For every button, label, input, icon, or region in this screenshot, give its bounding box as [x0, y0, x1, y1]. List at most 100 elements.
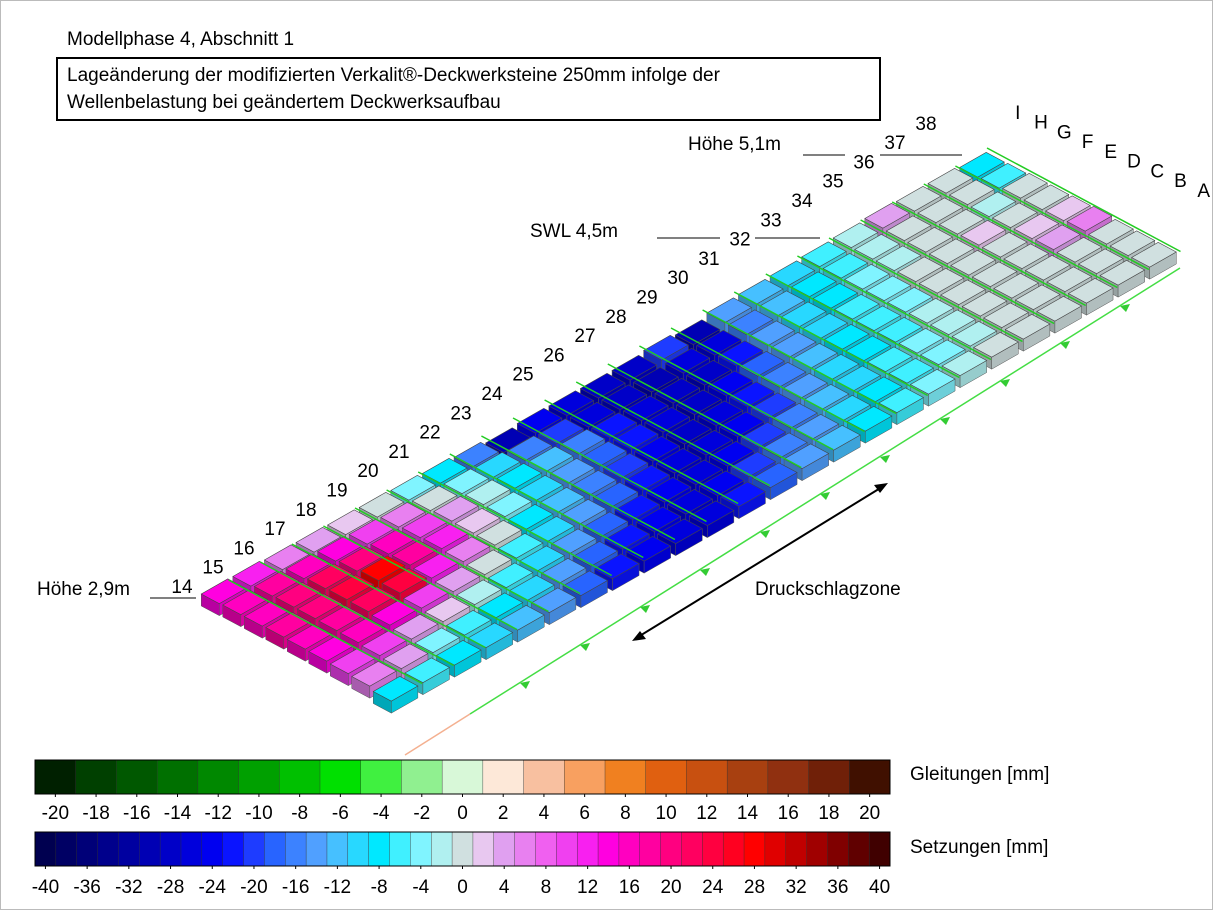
legend-swatch	[181, 832, 202, 866]
title-line: Lageänderung der modifizierten Verkalit®…	[67, 65, 721, 86]
legend-tick-label: -28	[157, 877, 184, 898]
row-label: 30	[667, 268, 688, 289]
legend-swatch	[640, 832, 661, 866]
row-label: 18	[295, 500, 316, 521]
legend-tick-label: 32	[786, 877, 807, 898]
legend-swatch	[160, 832, 181, 866]
row-label: 33	[760, 210, 781, 231]
legend-swatch	[279, 760, 320, 794]
level-label: Höhe 5,1m	[688, 134, 781, 155]
row-label: 16	[233, 538, 254, 559]
legend-tick-label: -6	[332, 803, 349, 824]
row-label: 14	[171, 577, 193, 598]
row-label: 19	[326, 481, 347, 502]
legend-swatch	[765, 832, 786, 866]
legend-swatch	[727, 760, 768, 794]
legend-swatch	[744, 832, 765, 866]
legend-swatch	[807, 832, 828, 866]
legend-tick-label: 8	[620, 803, 631, 824]
row-label: 35	[822, 172, 843, 193]
legend-tick-label: -4	[373, 803, 390, 824]
legend-tick-label: -10	[245, 803, 272, 824]
legend-tick-label: -18	[82, 803, 109, 824]
legend-swatch	[869, 832, 890, 866]
legend-swatch	[452, 832, 473, 866]
legend-swatch	[535, 832, 556, 866]
legend-swatch	[285, 832, 306, 866]
legend-tick-label: -16	[282, 877, 309, 898]
row-label: 28	[605, 307, 626, 328]
row-label: 17	[264, 519, 285, 540]
legend-swatch	[198, 760, 239, 794]
row-label: 37	[884, 133, 905, 154]
legend-swatch	[244, 832, 265, 866]
legend-tick-label: -12	[204, 803, 231, 824]
column-label: B	[1174, 171, 1187, 192]
legend-swatch	[619, 832, 640, 866]
column-label: I	[1015, 103, 1020, 124]
legend-swatch	[827, 832, 848, 866]
legend-swatch	[848, 832, 869, 866]
legend-swatch	[431, 832, 452, 866]
legend-swatch	[483, 760, 524, 794]
column-label: G	[1057, 122, 1072, 143]
column-label: F	[1082, 132, 1094, 153]
legend-swatch	[56, 832, 77, 866]
legend-tick-label: 4	[499, 877, 510, 898]
legend-tick-label: 16	[619, 877, 640, 898]
row-label: 34	[791, 191, 813, 212]
row-label: 31	[698, 249, 719, 270]
legend-tick-label: 40	[869, 877, 890, 898]
legend-swatch	[139, 832, 160, 866]
legend-swatch	[809, 760, 850, 794]
legend-tick-label: 16	[778, 803, 799, 824]
legend-swatch	[577, 832, 598, 866]
legend-swatch	[390, 832, 411, 866]
legend-tick-label: -24	[199, 877, 227, 898]
legend-swatch	[401, 760, 442, 794]
row-label: 26	[543, 345, 564, 366]
legend-swatch	[306, 832, 327, 866]
legend-swatch	[768, 760, 809, 794]
row-label: 38	[915, 114, 936, 135]
legend-swatch	[98, 832, 119, 866]
legend-tick-label: -36	[73, 877, 100, 898]
legend-tick-label: -32	[115, 877, 142, 898]
row-label: 25	[512, 365, 533, 386]
legend-tick-label: 4	[539, 803, 550, 824]
legend-swatch	[646, 760, 687, 794]
legend-title: Setzungen [mm]	[910, 837, 1048, 858]
legend-tick-label: -14	[164, 803, 192, 824]
row-label: 21	[388, 442, 409, 463]
legend-tick-label: 0	[457, 877, 468, 898]
row-label: 24	[481, 384, 503, 405]
legend-swatch	[598, 832, 619, 866]
row-label: 27	[574, 326, 595, 347]
legend-swatch	[556, 832, 577, 866]
legend-swatch	[702, 832, 723, 866]
legend-tick-label: 10	[656, 803, 677, 824]
legend-tick-label: -20	[240, 877, 267, 898]
legend-swatch	[473, 832, 494, 866]
row-label: 32	[729, 230, 750, 251]
legend-swatch	[681, 832, 702, 866]
legend-tick-label: 12	[577, 877, 598, 898]
legend-tick-label: -20	[42, 803, 69, 824]
legend-tick-label: 6	[579, 803, 590, 824]
legend-tick-label: 8	[541, 877, 552, 898]
legend-swatch	[524, 760, 565, 794]
legend-swatch	[515, 832, 536, 866]
legend-swatch	[116, 760, 157, 794]
legend-title: Gleitungen [mm]	[910, 764, 1049, 785]
level-label: Höhe 2,9m	[37, 579, 130, 600]
legend-swatch	[348, 832, 369, 866]
subtitle: Modellphase 4, Abschnitt 1	[67, 29, 294, 50]
legend-swatch	[76, 760, 117, 794]
legend-swatch	[661, 832, 682, 866]
legend-swatch	[723, 832, 744, 866]
column-label: D	[1127, 152, 1141, 173]
column-label: E	[1104, 142, 1117, 163]
legend-tick-label: 14	[737, 803, 759, 824]
legend-swatch	[605, 760, 646, 794]
legend-tick-label: 18	[818, 803, 839, 824]
